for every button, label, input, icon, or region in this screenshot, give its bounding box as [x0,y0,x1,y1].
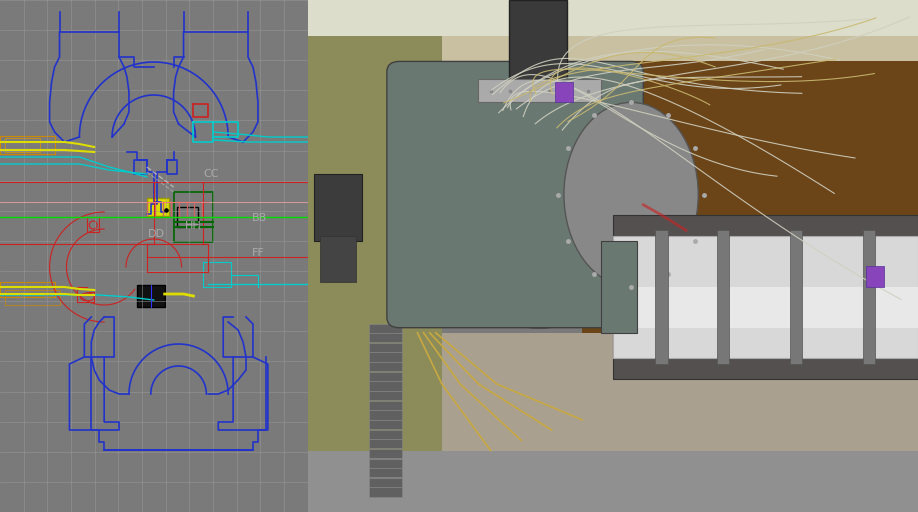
Bar [582,36,918,333]
Bar [369,468,402,477]
Ellipse shape [564,102,699,287]
Bar [174,192,213,242]
Bar [369,352,402,361]
Bar [308,451,918,512]
Bar [369,372,402,381]
Bar [717,230,729,364]
Bar [655,230,667,364]
Bar [369,362,402,371]
Bar [613,236,918,358]
Ellipse shape [411,61,667,328]
Bar [369,439,402,449]
Bar [204,262,231,287]
Bar [5,138,39,152]
Bar [369,478,402,487]
Bar [369,459,402,468]
Bar [369,324,402,333]
Bar [319,236,356,282]
Bar [369,401,402,410]
Bar [613,215,918,379]
Text: HH: HH [185,221,201,231]
Bar [369,333,402,343]
Bar [442,333,918,451]
Bar [866,266,884,287]
Bar [147,198,169,216]
Bar [369,487,402,497]
Bar [369,410,402,419]
Bar [369,343,402,352]
Bar [369,449,402,458]
Text: DD: DD [148,229,164,239]
Bar [0,136,54,154]
Text: FF: FF [252,248,265,259]
Bar [369,420,402,429]
Bar [314,174,363,241]
Bar [308,0,918,36]
Bar [613,287,918,328]
Bar [0,282,54,297]
Bar [789,230,802,364]
Bar [369,391,402,400]
FancyBboxPatch shape [386,61,644,328]
Bar [600,241,637,333]
Bar [863,230,875,364]
Text: LJ: LJ [19,294,24,299]
Bar [554,82,573,102]
Bar [5,290,60,305]
Text: BB: BB [252,212,267,223]
Bar [176,207,198,227]
Bar [308,36,442,512]
Bar [137,285,164,307]
Text: (o): (o) [44,294,51,299]
Bar [478,79,600,102]
Bar [442,36,918,61]
Bar [369,381,402,391]
Text: CC: CC [203,169,218,179]
Bar [369,430,402,439]
Bar [509,0,567,87]
